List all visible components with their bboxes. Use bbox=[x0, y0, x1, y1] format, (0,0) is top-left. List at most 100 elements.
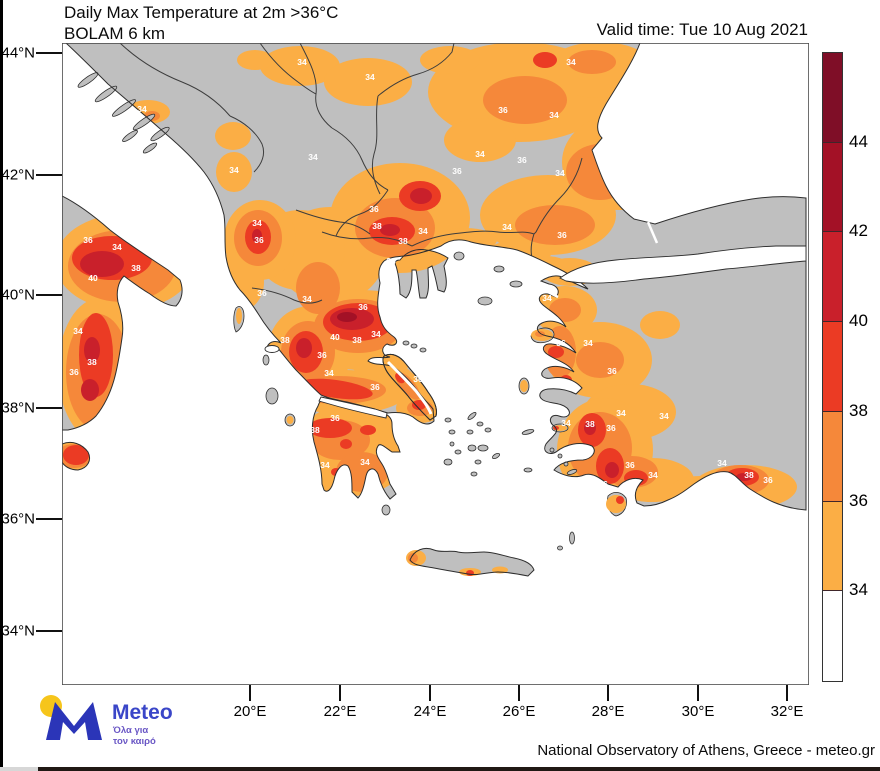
map-value-label: 36 bbox=[413, 374, 423, 384]
lat-tick-mark bbox=[36, 630, 62, 632]
map-value-label: 36 bbox=[69, 367, 79, 377]
map-value-label: 34 bbox=[648, 470, 658, 480]
brand-tagline-line1: Όλα για bbox=[112, 725, 148, 736]
map-value-label: 38 bbox=[585, 419, 595, 429]
map-value-label: 34 bbox=[561, 418, 571, 428]
map-value-label: 36 bbox=[257, 288, 267, 298]
map-value-label: 34 bbox=[112, 242, 122, 252]
map-value-label: 36 bbox=[763, 475, 773, 485]
lon-tick-mark bbox=[607, 685, 609, 701]
lat-tick-label: 38°N bbox=[1, 399, 35, 417]
lat-tick-label: 40°N bbox=[1, 286, 35, 304]
colorbar-segment bbox=[823, 322, 842, 412]
country-borders bbox=[119, 43, 583, 304]
map-value-label: 34 bbox=[717, 458, 727, 468]
title-block: Daily Max Temperature at 2m >36°C BOLAM … bbox=[64, 2, 338, 44]
colorbar-segment bbox=[823, 142, 842, 233]
lat-tick-label: 34°N bbox=[1, 622, 35, 640]
colorbar-segment bbox=[823, 53, 842, 143]
lon-tick-label: 26°E bbox=[502, 703, 536, 720]
colorbar-label: 44 bbox=[849, 131, 868, 151]
map-value-label: 34 bbox=[73, 326, 83, 336]
map-value-label: 34 bbox=[308, 152, 318, 162]
map-value-label: 34 bbox=[252, 218, 262, 228]
map-value-label: 34 bbox=[320, 460, 330, 470]
map-value-label: 34 bbox=[302, 294, 312, 304]
meteo-logo: Meteo Όλα για τον καιρό bbox=[40, 695, 173, 747]
map-value-label: 40 bbox=[88, 273, 98, 283]
map-value-label: 34 bbox=[365, 72, 375, 82]
colorbar-label: 34 bbox=[849, 580, 868, 600]
colorbar-label: 42 bbox=[849, 221, 868, 241]
map-value-label: 38 bbox=[87, 357, 97, 367]
valid-time: Valid time: Tue 10 Aug 2021 bbox=[596, 20, 808, 39]
map-value-label: 36 bbox=[83, 235, 93, 245]
lon-tick-mark bbox=[339, 685, 341, 701]
colorbar-label: 40 bbox=[849, 311, 868, 331]
contour-42-layer bbox=[337, 312, 357, 322]
map-value-label: 36 bbox=[358, 302, 368, 312]
lon-tick-mark bbox=[518, 685, 520, 701]
map-value-label: 38 bbox=[372, 221, 382, 231]
map-value-label: 34 bbox=[229, 165, 239, 175]
map-value-label: 34 bbox=[583, 338, 593, 348]
brand-tagline-line2: τον καιρό bbox=[113, 736, 156, 747]
map-value-label: 36 bbox=[452, 166, 462, 176]
map-value-label: 36 bbox=[625, 460, 635, 470]
lon-tick-mark bbox=[697, 685, 699, 701]
map-value-label: 34 bbox=[555, 168, 565, 178]
map-value-label: 36 bbox=[498, 105, 508, 115]
colorbar-segment bbox=[823, 591, 842, 681]
map-value-label: 36 bbox=[607, 366, 617, 376]
map-value-label: 34 bbox=[542, 293, 552, 303]
map-value-label: 34 bbox=[371, 329, 381, 339]
colorbar-segment bbox=[823, 232, 842, 323]
lat-tick-mark bbox=[36, 407, 62, 409]
model-subtitle: BOLAM 6 km bbox=[64, 24, 166, 43]
colorbar-legend bbox=[822, 52, 843, 682]
map-value-label: 38 bbox=[280, 335, 290, 345]
map-value-label: 36 bbox=[606, 423, 616, 433]
map-value-label: 40 bbox=[330, 332, 340, 342]
map-value-label: 38 bbox=[352, 335, 362, 345]
inner-seas bbox=[264, 221, 807, 421]
map-value-label: 36 bbox=[317, 350, 327, 360]
map-value-label: 34 bbox=[418, 226, 428, 236]
colorbar-label: 38 bbox=[849, 400, 868, 420]
bottom-bar-stub bbox=[0, 767, 38, 771]
map-value-label: 38 bbox=[310, 425, 320, 435]
island-contours bbox=[236, 308, 626, 576]
map-value-label: 38 bbox=[398, 236, 408, 246]
map-value-label: 34 bbox=[502, 222, 512, 232]
map-value-label: 34 bbox=[137, 104, 147, 114]
lat-tick-label: 44°N bbox=[1, 44, 35, 62]
colorbar-segment bbox=[823, 501, 842, 592]
map-value-label: 36 bbox=[386, 256, 396, 266]
map-value-label: 36 bbox=[370, 382, 380, 392]
lon-tick-label: 24°E bbox=[413, 703, 447, 720]
lon-tick-label: 22°E bbox=[323, 703, 357, 720]
lon-tick-label: 30°E bbox=[681, 703, 715, 720]
left-edge-line bbox=[0, 0, 3, 767]
logo-m-icon bbox=[46, 702, 102, 740]
lat-tick-mark bbox=[36, 294, 62, 296]
map-value-label: 34 bbox=[549, 110, 559, 120]
map-value-label: 36 bbox=[254, 235, 264, 245]
map-value-label: 36 bbox=[557, 230, 567, 240]
lon-tick-mark bbox=[786, 685, 788, 701]
map-value-label: 34 bbox=[360, 457, 370, 467]
lon-tick-label: 28°E bbox=[591, 703, 625, 720]
map-value-label: 36 bbox=[598, 479, 608, 489]
map-value-label: 36 bbox=[517, 155, 527, 165]
lon-tick-mark bbox=[249, 685, 251, 701]
map-value-label: 38 bbox=[131, 263, 141, 273]
attribution: National Observatory of Athens, Greece -… bbox=[537, 742, 875, 759]
colorbar-label: 36 bbox=[849, 490, 868, 510]
map-value-label: 34 bbox=[297, 57, 307, 67]
page-title: Daily Max Temperature at 2m >36°C bbox=[64, 3, 339, 22]
lon-tick-label: 32°E bbox=[770, 703, 804, 720]
map-value-label: 34 bbox=[659, 411, 669, 421]
